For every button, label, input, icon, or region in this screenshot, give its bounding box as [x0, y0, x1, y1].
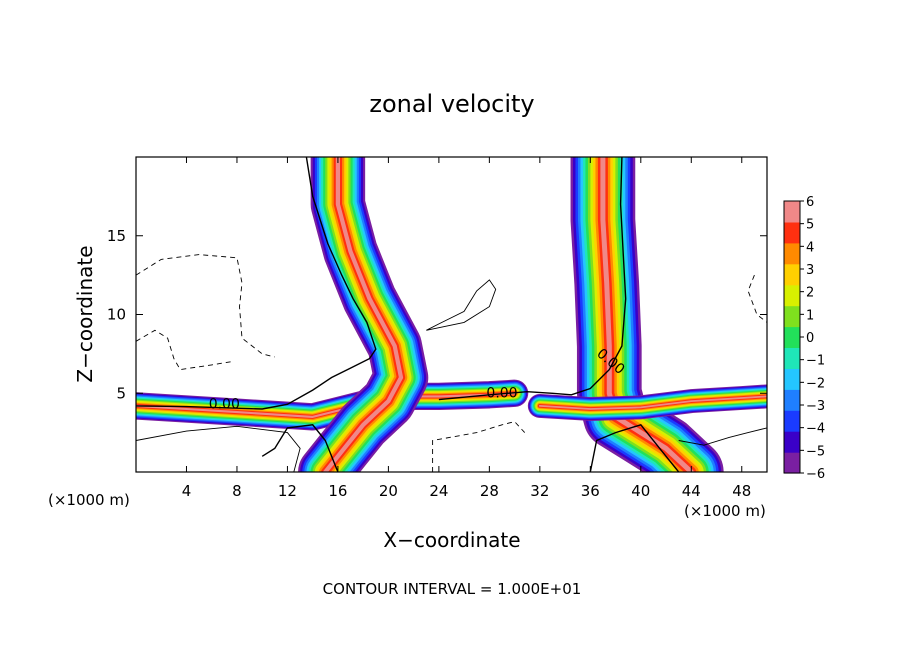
- zero-contour-line: [261, 424, 339, 472]
- colorbar-swatch: [784, 305, 800, 328]
- colorbar-swatch: [784, 242, 800, 265]
- x-tick-label: 20: [379, 482, 398, 500]
- y-axis-label: Z−coordinate: [73, 245, 97, 382]
- y-tick-label: 10: [107, 306, 126, 324]
- contour-interval-note: CONTOUR INTERVAL = 1.000E+01: [323, 580, 582, 598]
- x-axis-label: X−coordinate: [383, 528, 520, 552]
- y-tick-label: 15: [107, 227, 126, 245]
- negative-contour-line: [136, 254, 275, 358]
- colorbar-swatch: [784, 452, 800, 474]
- x-tick-label: 48: [732, 482, 751, 500]
- colorbar-tick-label: −4: [806, 422, 825, 437]
- x-tick-label: 12: [278, 482, 297, 500]
- negative-contour-line: [432, 421, 526, 472]
- colorbar-tick-label: 6: [806, 195, 814, 210]
- x-tick-label: 40: [631, 482, 650, 500]
- colorbar-tick-label: −1: [806, 354, 825, 369]
- x-axis-ticks: 4 8 12 16 20 24 28 32 36 40 44 48: [182, 157, 751, 500]
- velocity-band: [298, 157, 429, 472]
- velocity-band: [570, 157, 724, 472]
- velocity-field: [136, 157, 767, 472]
- colorbar-swatch: [784, 221, 800, 244]
- x-tick-label: 24: [429, 482, 448, 500]
- positive-contour-line: [678, 427, 767, 446]
- x-tick-label: 8: [232, 482, 242, 500]
- y-axis-ticks: 5 10 15: [107, 227, 767, 402]
- negative-contour-line: [136, 329, 231, 371]
- contour-lines: 0.000.000.00: [136, 157, 767, 472]
- x-tick-label: 36: [581, 482, 600, 500]
- colorbar: 6 5 4 3 2 1 0 −1 −2 −3 −4 −5 −6: [783, 195, 825, 482]
- contour-label: 0.00: [209, 396, 240, 412]
- velocity-band: [527, 384, 767, 421]
- colorbar-tick-label: −2: [806, 376, 825, 391]
- velocity-band: [136, 379, 529, 431]
- colorbar-tick-label: 0: [806, 331, 814, 346]
- colorbar-tick-label: −5: [806, 444, 825, 459]
- y-tick-label: 5: [116, 384, 126, 402]
- colorbar-swatch: [784, 284, 800, 307]
- colorbar-swatch: [784, 410, 800, 432]
- velocity-band-level: [600, 157, 694, 472]
- positive-contour-line: [136, 425, 301, 472]
- zero-contour-line: [589, 423, 680, 472]
- colorbar-swatch: [784, 389, 800, 411]
- x-axis-unit-left: (×1000 m): [48, 491, 130, 509]
- colorbar-tick-label: 1: [806, 308, 814, 323]
- x-tick-label: 4: [182, 482, 192, 500]
- chart-title: zonal velocity: [369, 90, 534, 118]
- colorbar-tick-label: 4: [806, 240, 814, 255]
- x-tick-label: 28: [480, 482, 499, 500]
- colorbar-swatch: [784, 263, 800, 286]
- velocity-band-level: [323, 157, 404, 472]
- x-tick-label: 32: [530, 482, 549, 500]
- velocity-band-level: [538, 395, 767, 410]
- colorbar-tick-label: 3: [806, 263, 814, 278]
- x-tick-label: 44: [682, 482, 701, 500]
- positive-contour-line: [426, 279, 497, 331]
- contour-label: 0.00: [486, 385, 517, 401]
- colorbar-swatch: [784, 347, 800, 369]
- x-tick-label: 16: [328, 482, 347, 500]
- colorbar-tick-label: −3: [806, 399, 825, 414]
- colorbar-swatch: [784, 368, 800, 390]
- colorbar-tick-label: 2: [806, 286, 814, 301]
- x-axis-unit-right: (×1000 m): [684, 502, 766, 520]
- zero-contour-line: [136, 157, 377, 410]
- colorbar-swatch: [784, 201, 800, 223]
- colorbar-tick-label: 5: [806, 218, 814, 233]
- colorbar-tick-label: −6: [806, 467, 825, 482]
- colorbar-swatch: [784, 326, 800, 348]
- zero-contour-line: [438, 157, 627, 401]
- colorbar-swatch: [784, 431, 800, 453]
- negative-contour-line: [747, 274, 767, 323]
